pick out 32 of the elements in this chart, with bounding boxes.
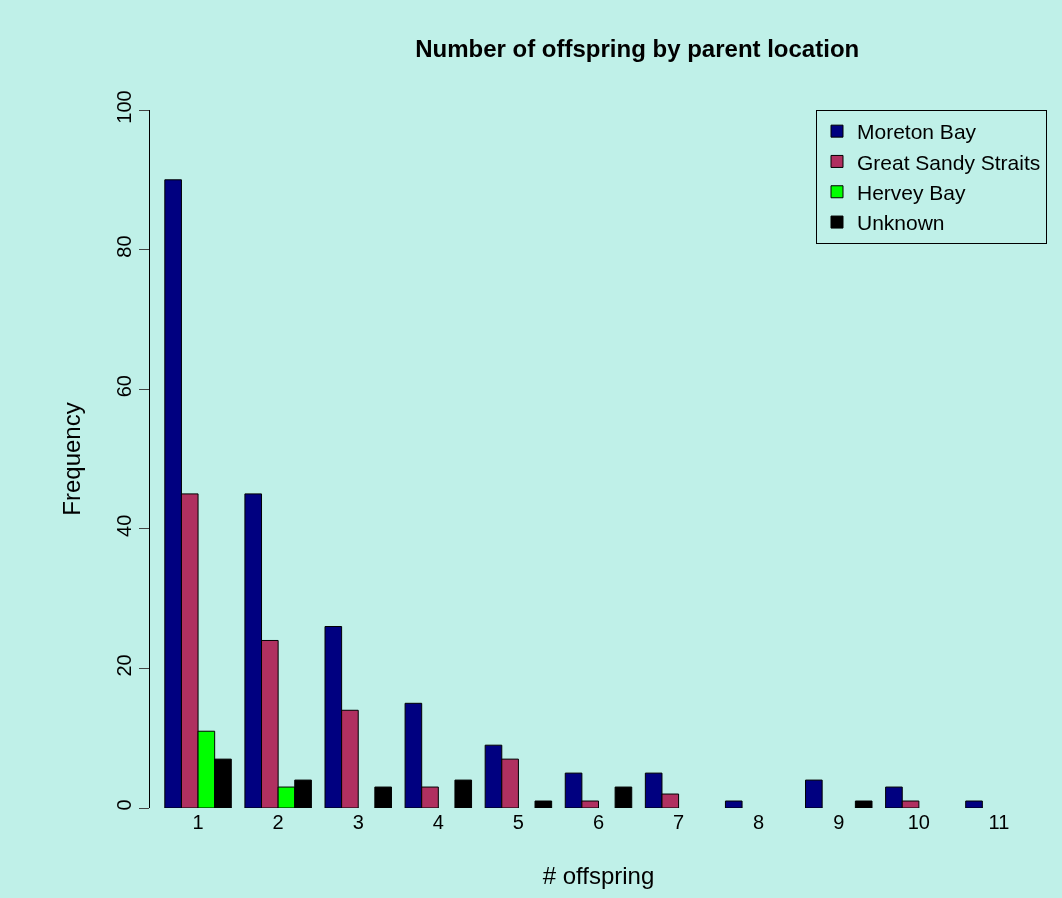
x-tick-label: 2: [272, 811, 284, 833]
x-tick-label: 1: [192, 811, 204, 833]
legend-label: Unknown: [857, 211, 945, 235]
x-tick-label: 3: [352, 811, 364, 833]
x-tick-label: 6: [592, 811, 605, 833]
y-tick-label: 0: [113, 799, 135, 811]
y-axis-title: Frequency: [58, 402, 86, 516]
y-tick-label: 100: [113, 90, 135, 124]
bar: [724, 800, 743, 808]
bar: [454, 779, 473, 808]
bar: [614, 786, 633, 808]
bar: [965, 800, 983, 808]
bar: [534, 800, 553, 808]
x-tick-label: 7: [673, 811, 685, 833]
y-tick-label: 60: [113, 375, 135, 398]
x-tick-label: 9: [833, 811, 845, 833]
y-tick-label: 40: [113, 514, 135, 537]
chart-title: Number of offspring by parent location: [415, 35, 860, 63]
bar: [854, 800, 873, 808]
x-tick-label: 10: [907, 811, 930, 833]
bar: [805, 779, 823, 808]
y-tick-label: 80: [113, 235, 135, 258]
y-tick-label: 20: [113, 654, 135, 677]
bar: [374, 786, 392, 808]
x-axis-title: # offspring: [542, 862, 655, 890]
x-tick-label: 4: [432, 811, 444, 833]
legend-label: Hervey Bay: [857, 180, 967, 204]
legend-label: Moreton Bay: [857, 120, 977, 144]
x-tick-label: 8: [753, 811, 765, 833]
x-tick-label: 11: [988, 811, 1010, 833]
x-tick-label: 5: [512, 811, 524, 833]
legend-label: Great Sandy Straits: [857, 150, 1041, 174]
